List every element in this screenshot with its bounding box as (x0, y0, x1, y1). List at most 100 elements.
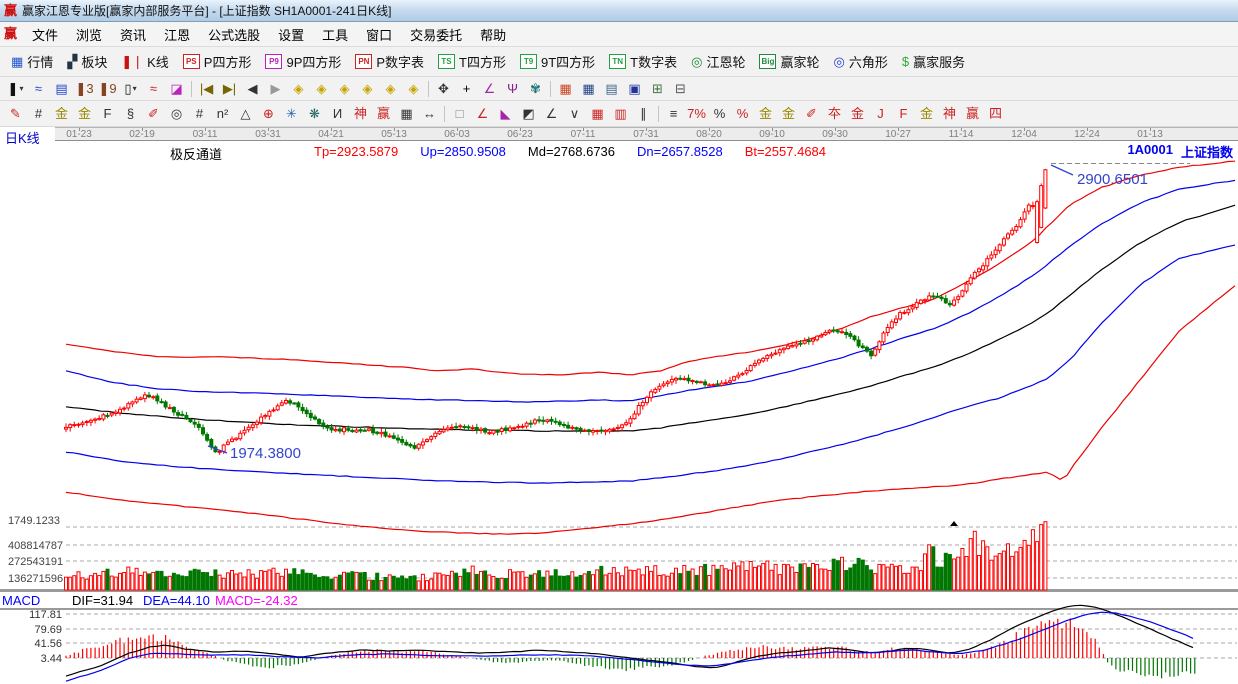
gann-shape-button[interactable]: Ψ (501, 78, 524, 100)
crosshair-button[interactable]: + (455, 78, 478, 100)
red-brush-tool[interactable]: ✐ (142, 103, 165, 125)
candle-body (292, 402, 297, 405)
calendar-button[interactable]: ▦ (554, 78, 577, 100)
n-square-tool[interactable]: n² (211, 103, 234, 125)
color-histogram-button[interactable]: ◪ (165, 78, 188, 100)
app-menu-icon[interactable]: 赢 (4, 26, 18, 41)
candle-style-dropdown[interactable]: ❚ ▾ (4, 78, 27, 100)
gold-section-tool[interactable]: 金 (50, 103, 73, 125)
menu-news[interactable]: 资讯 (120, 27, 147, 43)
wave-v-tool[interactable]: ∨ (563, 103, 586, 125)
mirror-angle-tool[interactable]: △ (234, 103, 257, 125)
t-number-table-button[interactable]: TN T数字表 (602, 49, 684, 74)
percent-tool[interactable]: % (708, 103, 731, 125)
cycle-gauge-tool[interactable]: ◎ (165, 103, 188, 125)
kline-button[interactable]: ❚❘ K线 (114, 49, 175, 74)
menu-formula-stock-pick[interactable]: 公式选股 (208, 27, 261, 43)
curve-overlay-button[interactable]: ≈ (27, 78, 50, 100)
brush-tool[interactable]: ✎ (4, 103, 27, 125)
spiral-tool[interactable]: § (119, 103, 142, 125)
info-panel-button[interactable]: ▤ (50, 78, 73, 100)
fan-box-tool[interactable]: ◣ (494, 103, 517, 125)
expand-horizontal-button[interactable]: ◈ (333, 78, 356, 100)
f-line-tool[interactable]: F (892, 103, 915, 125)
network-button[interactable]: ⊞ (646, 78, 669, 100)
winner-wheel-button[interactable]: Big 赢家轮 (752, 49, 826, 74)
gold-support-tool[interactable]: 金 (846, 103, 869, 125)
j-line-tool[interactable]: J (869, 103, 892, 125)
grid-star-tool[interactable]: ❋ (303, 103, 326, 125)
menu-tools[interactable]: 工具 (322, 27, 349, 43)
fan-square-tool[interactable]: ◩ (517, 103, 540, 125)
fibonacci-tool[interactable]: F (96, 103, 119, 125)
hexagon-button[interactable]: ◎ 六角形 (827, 49, 895, 74)
shift-left-button[interactable]: ◈ (287, 78, 310, 100)
9t-square-button[interactable]: T9 9T四方形 (513, 49, 602, 74)
compress-horizontal-button[interactable]: ◈ (356, 78, 379, 100)
grid-lines-tool[interactable]: # (27, 103, 50, 125)
star-burst-tool[interactable]: ✳ (280, 103, 303, 125)
percent-line-tool[interactable]: % (731, 103, 754, 125)
prev-bar-button[interactable]: ◀ (241, 78, 264, 100)
menu-trade-order[interactable]: 交易委托 (410, 27, 463, 43)
grid-123-tool[interactable]: ▦ (395, 103, 418, 125)
wave-mark-tool[interactable]: И (326, 103, 349, 125)
candle-type-dropdown[interactable]: ▯ ▾ (119, 78, 142, 100)
gold-circle-tool[interactable]: 金 (754, 103, 777, 125)
price-volume-macd-chart[interactable]: 1749.1233 408814787 272543191 136271596 117.… (0, 141, 1238, 684)
pressure-line-tool[interactable]: 夲 (823, 103, 846, 125)
fan-lines-tool[interactable]: ∠ (471, 103, 494, 125)
menu-file[interactable]: 文件 (32, 27, 59, 43)
chart-area[interactable]: 日K线 01-23 02-19 03-11 03-31 04-21 05-13 06-03 0… (0, 127, 1238, 684)
gold-line-tool[interactable]: 金 (777, 103, 800, 125)
gold-ratio-tool[interactable]: 金 (73, 103, 96, 125)
expand-vertical-button[interactable]: ◈ (379, 78, 402, 100)
angle-measure-button[interactable]: ∠ (478, 78, 501, 100)
date-axis[interactable]: 01-23 02-19 03-11 03-31 04-21 05-13 06-03 06-23… (55, 127, 1238, 141)
p-number-table-button[interactable]: PN P数字表 (348, 49, 431, 74)
circle-cross-tool[interactable]: ⊕ (257, 103, 280, 125)
bars-9-button[interactable]: ❚9 (96, 78, 119, 100)
gold-slash-tool[interactable]: 金 (915, 103, 938, 125)
ying-tool[interactable]: 赢 (372, 103, 395, 125)
notepad-button[interactable]: ▤ (600, 78, 623, 100)
next-bar-button[interactable]: ▶ (264, 78, 287, 100)
menu-window[interactable]: 窗口 (366, 27, 393, 43)
shen-tool[interactable]: 神 (349, 103, 372, 125)
save-button[interactable]: ▣ (623, 78, 646, 100)
menu-help[interactable]: 帮助 (480, 27, 507, 43)
ruler-lines-tool[interactable]: # (188, 103, 211, 125)
angle-set-tool[interactable]: ∠ (540, 103, 563, 125)
red-grid-tool[interactable]: ▦ (586, 103, 609, 125)
price-scale-tool[interactable]: ≡ (662, 103, 685, 125)
expand-all-button[interactable]: ◈ (402, 78, 425, 100)
percent-range-tool[interactable]: 7% (685, 103, 708, 125)
t-square-button[interactable]: TS T四方形 (431, 49, 513, 74)
last-page-button[interactable]: ▶| (218, 78, 241, 100)
parallel-lines-tool[interactable]: ∥ (632, 103, 655, 125)
winner-service-button[interactable]: $ 赢家服务 (895, 49, 972, 74)
gann-wheel-button[interactable]: ◎ 江恩轮 (684, 49, 752, 74)
shift-right-button[interactable]: ◈ (310, 78, 333, 100)
bars-3-button[interactable]: ❚3 (73, 78, 96, 100)
remote-pc-button[interactable]: ⊟ (669, 78, 692, 100)
menu-browse[interactable]: 浏览 (76, 27, 103, 43)
drag-hand-button[interactable]: ✥ (432, 78, 455, 100)
span-arrow-tool[interactable]: ↔ (418, 103, 441, 125)
red-grid2-tool[interactable]: ▥ (609, 103, 632, 125)
p-square-button[interactable]: PS P四方形 (176, 49, 259, 74)
sectors-button[interactable]: ▞ 板块 (60, 49, 114, 74)
menu-settings[interactable]: 设置 (278, 27, 305, 43)
quotes-button[interactable]: ▦ 行情 (4, 49, 60, 74)
shen-slash-tool[interactable]: 神 (938, 103, 961, 125)
si-slash-tool[interactable]: 四 (984, 103, 1007, 125)
brush-candle-tool[interactable]: ✐ (800, 103, 823, 125)
9p-square-button[interactable]: P9 9P四方形 (258, 49, 348, 74)
red-curve-button[interactable]: ≈ (142, 78, 165, 100)
menu-gann[interactable]: 江恩 (164, 27, 191, 43)
ying-slash-tool[interactable]: 赢 (961, 103, 984, 125)
first-page-button[interactable]: |◀ (195, 78, 218, 100)
brain-map-button[interactable]: ✾ (524, 78, 547, 100)
calculator-button[interactable]: ▦ (577, 78, 600, 100)
box-frame-tool[interactable]: □ (448, 103, 471, 125)
